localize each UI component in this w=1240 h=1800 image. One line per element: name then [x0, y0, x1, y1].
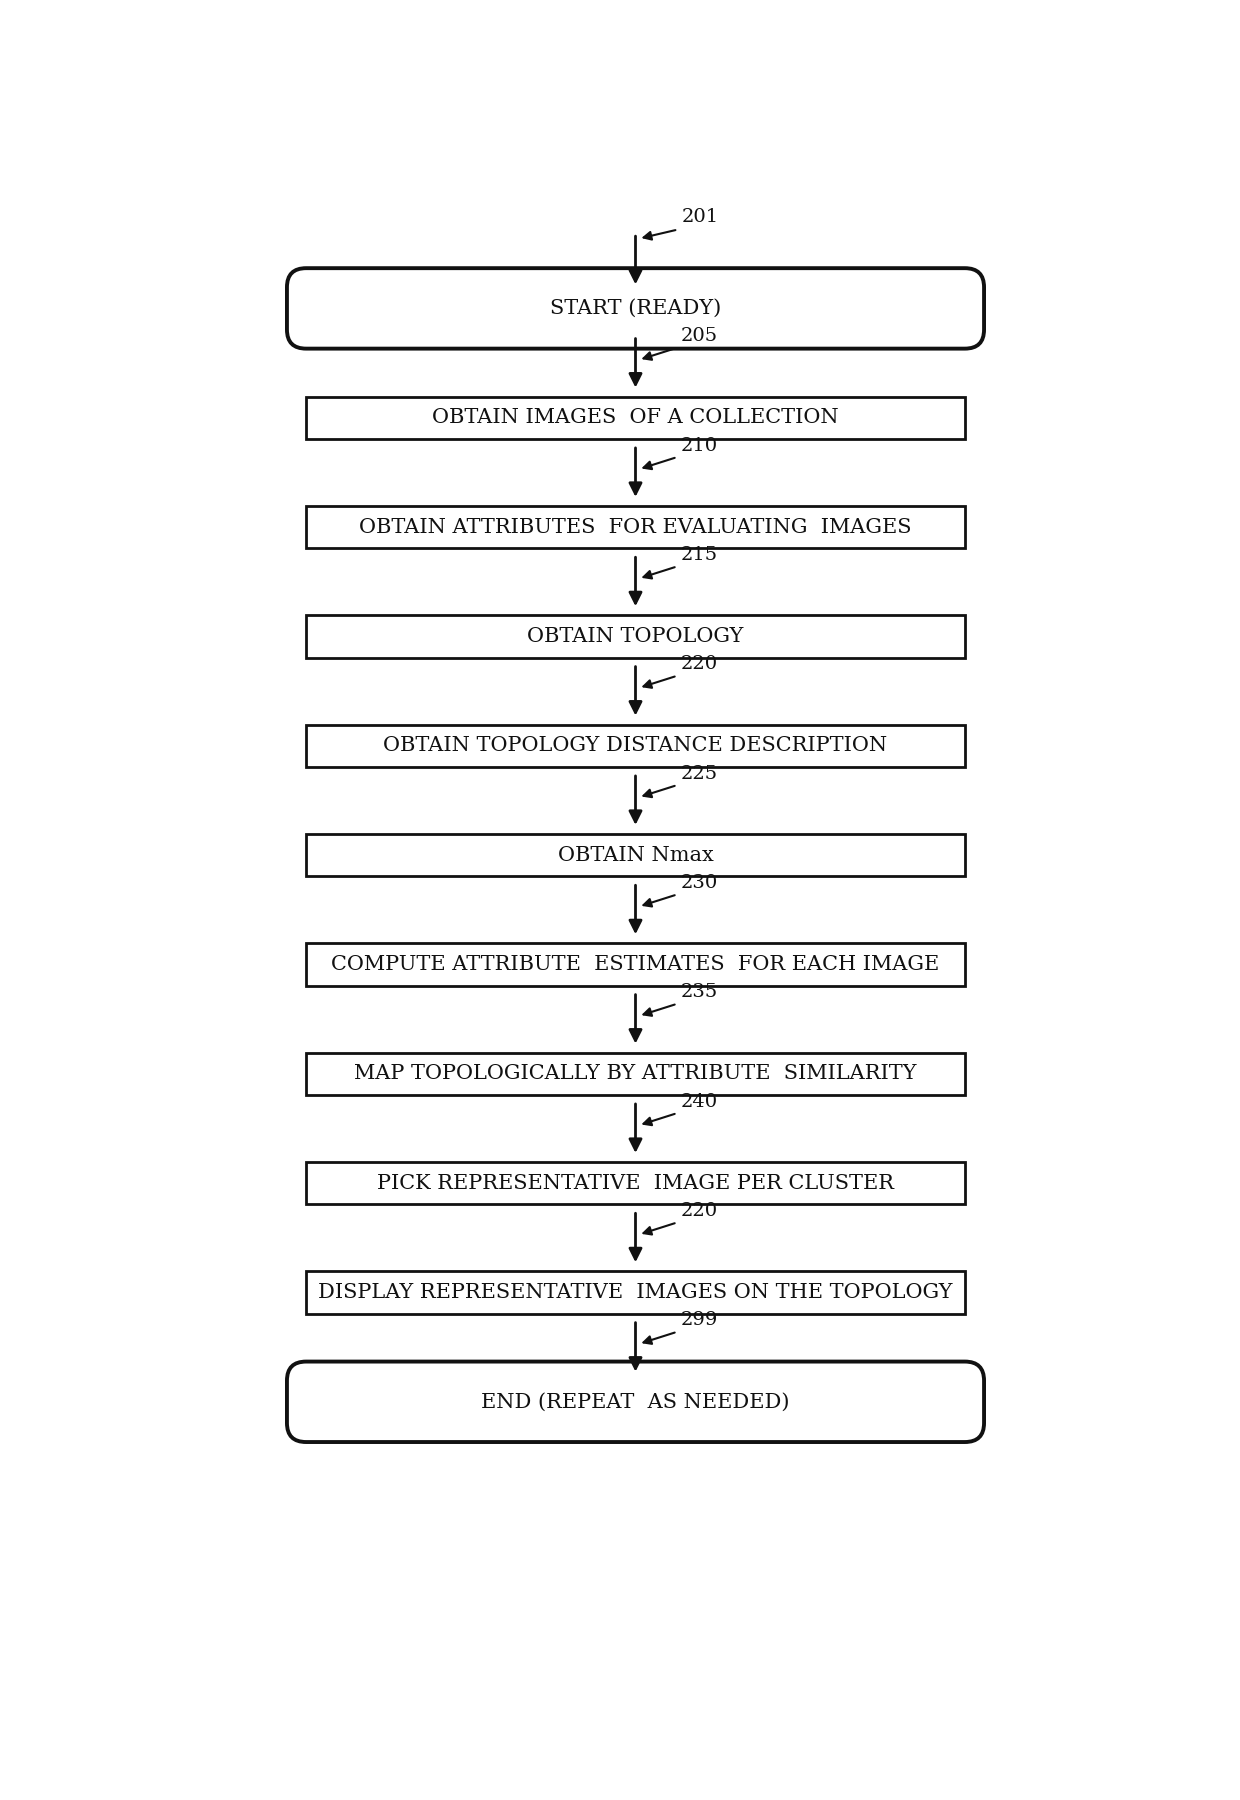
- Text: 220: 220: [681, 655, 718, 673]
- Text: 225: 225: [681, 765, 718, 783]
- Text: 205: 205: [681, 328, 718, 346]
- FancyBboxPatch shape: [286, 268, 985, 349]
- Text: 215: 215: [681, 545, 718, 563]
- FancyBboxPatch shape: [306, 396, 965, 439]
- Text: OBTAIN Nmax: OBTAIN Nmax: [558, 846, 713, 864]
- Text: OBTAIN ATTRIBUTES  FOR EVALUATING  IMAGES: OBTAIN ATTRIBUTES FOR EVALUATING IMAGES: [360, 518, 911, 536]
- Text: 299: 299: [681, 1312, 718, 1330]
- FancyBboxPatch shape: [306, 943, 965, 986]
- FancyBboxPatch shape: [306, 1163, 965, 1204]
- Text: OBTAIN TOPOLOGY: OBTAIN TOPOLOGY: [527, 626, 744, 646]
- Text: MAP TOPOLOGICALLY BY ATTRIBUTE  SIMILARITY: MAP TOPOLOGICALLY BY ATTRIBUTE SIMILARIT…: [355, 1064, 916, 1084]
- Text: END (REPEAT  AS NEEDED): END (REPEAT AS NEEDED): [481, 1393, 790, 1411]
- Text: 201: 201: [682, 207, 719, 225]
- Text: COMPUTE ATTRIBUTE  ESTIMATES  FOR EACH IMAGE: COMPUTE ATTRIBUTE ESTIMATES FOR EACH IMA…: [331, 956, 940, 974]
- Text: 240: 240: [681, 1093, 718, 1111]
- Text: 220: 220: [681, 1202, 718, 1220]
- Text: OBTAIN TOPOLOGY DISTANCE DESCRIPTION: OBTAIN TOPOLOGY DISTANCE DESCRIPTION: [383, 736, 888, 756]
- Text: 210: 210: [681, 437, 718, 455]
- Text: 235: 235: [681, 983, 718, 1001]
- Text: PICK REPRESENTATIVE  IMAGE PER CLUSTER: PICK REPRESENTATIVE IMAGE PER CLUSTER: [377, 1174, 894, 1193]
- FancyBboxPatch shape: [306, 616, 965, 657]
- FancyBboxPatch shape: [306, 833, 965, 877]
- Text: 230: 230: [681, 875, 718, 893]
- FancyBboxPatch shape: [286, 1361, 985, 1442]
- FancyBboxPatch shape: [306, 506, 965, 549]
- FancyBboxPatch shape: [306, 1271, 965, 1314]
- FancyBboxPatch shape: [306, 1053, 965, 1094]
- Text: DISPLAY REPRESENTATIVE  IMAGES ON THE TOPOLOGY: DISPLAY REPRESENTATIVE IMAGES ON THE TOP…: [319, 1283, 952, 1301]
- Text: START (READY): START (READY): [549, 299, 722, 319]
- FancyBboxPatch shape: [306, 725, 965, 767]
- Text: OBTAIN IMAGES  OF A COLLECTION: OBTAIN IMAGES OF A COLLECTION: [433, 409, 838, 427]
